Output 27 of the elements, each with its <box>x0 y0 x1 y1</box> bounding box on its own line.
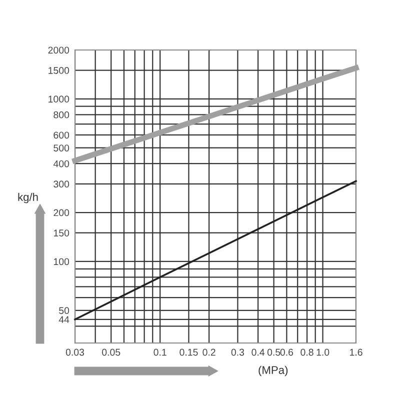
y-tick-label: 150 <box>54 230 70 236</box>
y-tick-label: 1000 <box>48 96 70 103</box>
y-tick-label: 400 <box>53 160 70 168</box>
x-tick-label: 1.6 <box>350 348 362 356</box>
y-tick-label: 100 <box>54 258 70 266</box>
x-tick-label: 0.6 <box>280 348 294 356</box>
y-tick-label: 200 <box>54 209 70 216</box>
y-tick-label: 1500 <box>48 67 70 74</box>
x-tick-label: 0.2 <box>202 348 216 356</box>
y-tick-label: 800 <box>54 111 70 118</box>
x-tick-label: 0.1 <box>154 348 166 356</box>
y-tick-label: 500 <box>54 144 70 152</box>
x-tick-label: 0.5 <box>267 348 280 356</box>
x-tick-label: 0.05 <box>102 348 120 356</box>
x-tick-label: 0.15 <box>180 348 198 356</box>
x-tick-label: 1.0 <box>316 348 330 356</box>
y-tick-label: 2000 <box>48 46 70 54</box>
x-tick-label: 0.03 <box>66 348 84 356</box>
y-axis-title: kg/h <box>18 192 38 204</box>
x-tick-label: 0.8 <box>300 348 314 356</box>
y-tick-label: 44 <box>58 316 70 323</box>
y-tick-label: 600 <box>54 132 70 139</box>
y-tick-label: 300 <box>54 180 70 188</box>
x-tick-label: 0.3 <box>231 348 244 356</box>
x-axis-title: (MPa) <box>258 366 288 376</box>
y-tick-label: 50 <box>59 307 70 314</box>
x-tick-label: 0.4 <box>252 348 265 356</box>
